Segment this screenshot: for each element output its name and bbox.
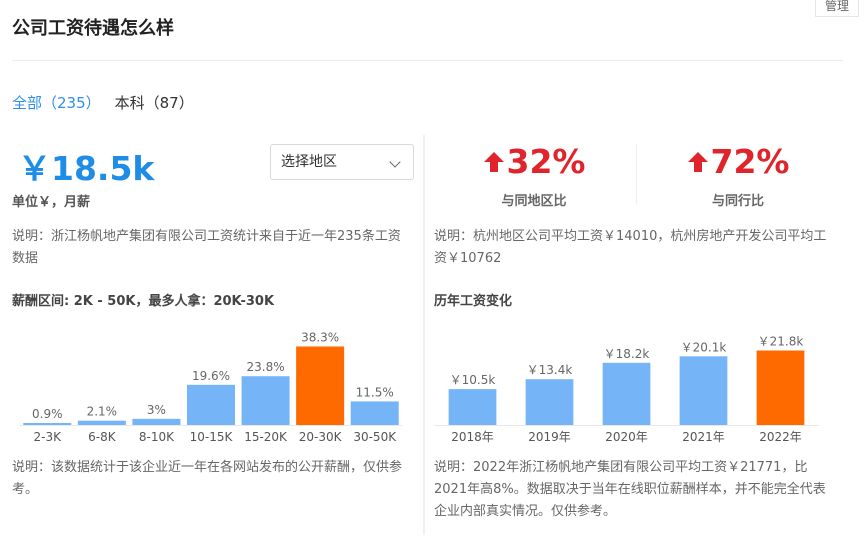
up-arrow-icon (483, 151, 504, 172)
bar-value-label: ￥13.4k (527, 363, 573, 377)
history-note: 说明：2022年浙江杨帆地产集团有限公司平均工资￥21771，比2021年高8%… (434, 460, 826, 519)
category-tick-label: 20-30K (299, 430, 343, 444)
chart-bar (186, 384, 236, 425)
category-tick-label: 10-15K (190, 430, 234, 444)
category-tick-label: 6-8K (88, 430, 117, 444)
education-tabs: 全部（235） 本科（87） (12, 92, 194, 113)
bar-value-label: 11.5% (356, 385, 394, 399)
chart-bar (77, 420, 126, 425)
chart-bar (241, 376, 290, 425)
manage-button[interactable]: 管理 (815, 0, 859, 17)
chart-bar (525, 379, 574, 425)
region-select[interactable]: 选择地区 (270, 144, 414, 180)
chart-bar (679, 356, 728, 425)
chart-bar (23, 423, 72, 425)
category-tick-label: 15-20K (244, 430, 288, 444)
distribution-note: 说明：该数据统计于该企业近一年在各网站发布的公开薪酬，仅供参考。 (12, 460, 403, 497)
tab-bachelor[interactable]: 本科（87） (114, 94, 194, 112)
bar-value-label: 38.3% (301, 330, 339, 344)
salary-source-note: 说明：浙江杨帆地产集团有限公司工资统计来自于近一年235条工资数据 (12, 229, 401, 266)
category-tick-label: 2-3K (34, 430, 63, 444)
category-tick-label: 2020年 (605, 430, 648, 444)
chart-bar (602, 362, 651, 425)
category-tick-label: 8-10K (139, 430, 175, 444)
bar-value-label: ￥20.1k (681, 340, 727, 354)
chevron-down-icon (389, 156, 401, 168)
stat-divider (636, 144, 637, 204)
category-tick-label: 30-50K (353, 430, 397, 444)
bar-value-label: 3% (147, 403, 166, 417)
bar-value-label: 0.9% (32, 407, 63, 421)
column-divider (423, 135, 425, 535)
up-arrow-icon (687, 151, 708, 172)
category-tick-label: 2021年 (682, 430, 725, 444)
category-tick-label: 2019年 (528, 430, 571, 444)
category-tick-label: 2022年 (759, 430, 802, 444)
page-title: 公司工资待遇怎么样 (12, 18, 174, 39)
chart-bar (350, 401, 399, 425)
chart-bar (756, 350, 805, 425)
chart-bar (132, 418, 181, 425)
regional-comparison-stat: 32% 与同地区比 (434, 142, 634, 209)
salary-unit-label: 单位￥，月薪 (12, 195, 91, 210)
bar-value-label: ￥10.5k (450, 373, 496, 387)
header-divider (12, 60, 843, 61)
regional-comparison-label: 与同地区比 (501, 194, 567, 209)
salary-distribution-chart: 0.9% 2-3K 2.1% 6-8K 3% 8-10K 19.6% 10-15K 23.8% 1… (20, 330, 402, 444)
bar-value-label: ￥21.8k (758, 335, 804, 349)
industry-comparison-label: 与同行比 (711, 194, 764, 209)
tab-all[interactable]: 全部（235） (12, 94, 101, 112)
salary-range-label: 薪酬区间: 2K - 50K，最多人拿：20K-30K (12, 294, 275, 309)
bar-value-label: 19.6% (192, 369, 230, 383)
regional-comparison-value: 32% (506, 142, 586, 181)
industry-comparison-stat: 72% 与同行比 (638, 142, 838, 209)
bar-value-label: 2.1% (87, 405, 118, 419)
salary-history-label: 历年工资变化 (434, 294, 513, 309)
category-tick-label: 2018年 (451, 430, 494, 444)
chart-bar (448, 389, 497, 425)
salary-history-chart: ￥10.5k 2018年 ￥13.4k 2019年 ￥18.2k 2020年 ￥20.1k 2… (434, 335, 819, 444)
average-salary-value: ￥18.5k (18, 149, 155, 188)
salary-comparison-panel: 32% 与同地区比 72% 与同行比 说明：杭州地区公司平均工资￥14010，杭… (434, 130, 834, 530)
region-select-value: 选择地区 (281, 154, 337, 170)
bar-value-label: ￥18.2k (604, 347, 650, 361)
industry-comparison-value: 72% (710, 142, 790, 181)
regional-average-note: 说明：杭州地区公司平均工资￥14010，杭州房地产开发公司平均工资￥10762 (434, 229, 827, 266)
bar-value-label: 23.8% (247, 360, 285, 374)
chart-bar (296, 346, 345, 425)
salary-overview-panel: ￥18.5k 单位￥，月薪 选择地区 说明：浙江杨帆地产集团有限公司工资统计来自… (12, 130, 417, 530)
